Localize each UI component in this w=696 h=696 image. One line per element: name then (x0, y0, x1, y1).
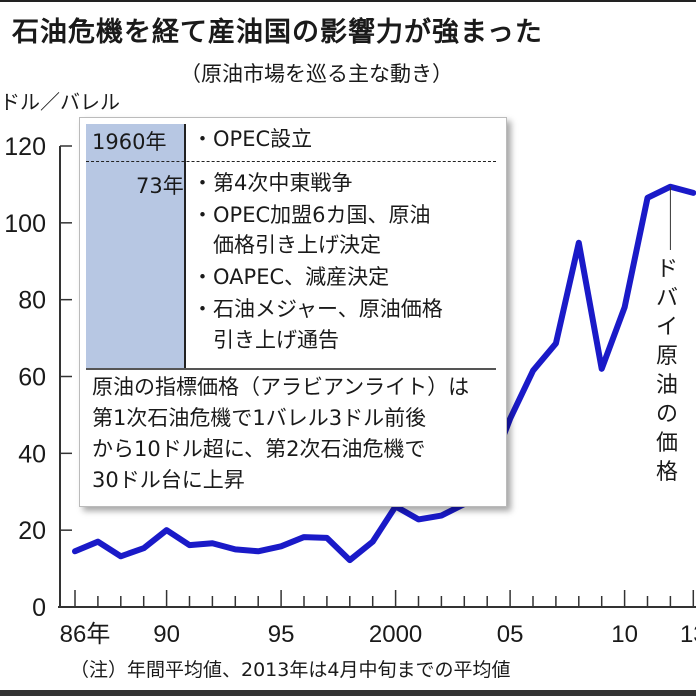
event-item: ・OPEC設立 (192, 127, 313, 151)
dashed-divider (86, 161, 496, 162)
event-item: ・第4次中東戦争 (192, 171, 353, 195)
event-item: ・石油メジャー、原油価格 (192, 297, 443, 321)
bottom-border (0, 690, 696, 696)
year-column (86, 124, 186, 368)
chart-subtitle: （原油市場を巡る主な動き） (180, 62, 453, 86)
x-tick-label: 86年 (60, 621, 111, 648)
y-tick-label: 60 (18, 364, 46, 392)
description-text: 原油の指標価格（アラビアンライト）は 第1次石油危機で1バレル3ドル前後 から1… (92, 372, 469, 496)
top-border (0, 0, 696, 2)
section-divider (86, 368, 496, 370)
event-item: ・OAPEC、減産決定 (192, 265, 390, 289)
event-item: 引き上げ通告 (192, 328, 339, 352)
event-item: 価格引き上げ決定 (192, 233, 381, 257)
description-line: 30ドル台に上昇 (92, 468, 245, 492)
y-tick-label: 120 (4, 133, 46, 161)
y-tick-label: 100 (4, 210, 46, 238)
x-tick-label: 10 (611, 621, 638, 648)
description-line: から10ドル超に、第2次石油危機で (92, 437, 426, 461)
y-tick-label: 40 (18, 440, 46, 468)
footnote: （注）年間平均値、2013年は4月中旬までの平均値 (70, 659, 511, 681)
event-year-73: 73年 (136, 174, 184, 198)
series-line-dubai (72, 183, 696, 564)
x-tick-label: 13 (680, 621, 696, 648)
y-tick-label: 80 (18, 287, 46, 315)
x-tick-label: 05 (497, 621, 524, 648)
y-tick-label: 0 (32, 594, 46, 622)
event-item: ・OPEC加盟6カ国、原油 (192, 203, 431, 227)
x-tick-label: 2000 (369, 621, 422, 648)
event-year-1960: 1960年 (92, 130, 167, 154)
x-tick-label: 95 (268, 621, 295, 648)
series-label: ドバイ原油の価格 (655, 257, 678, 485)
events-annotation-box: 1960年 ・OPEC設立 73年 ・第4次中東戦争 ・OPEC加盟6カ国、原油… (79, 117, 507, 507)
description-line: 原油の指標価格（アラビアンライト）は (92, 375, 470, 399)
y-axis-unit: ドル／バレル (0, 90, 120, 114)
description-line: 第1次石油危機で1バレル3ドル前後 (92, 406, 427, 430)
y-tick-label: 20 (18, 517, 46, 545)
chart-title: 石油危機を経て産油国の影響力が強まった (12, 17, 543, 48)
x-tick-label: 90 (153, 621, 180, 648)
